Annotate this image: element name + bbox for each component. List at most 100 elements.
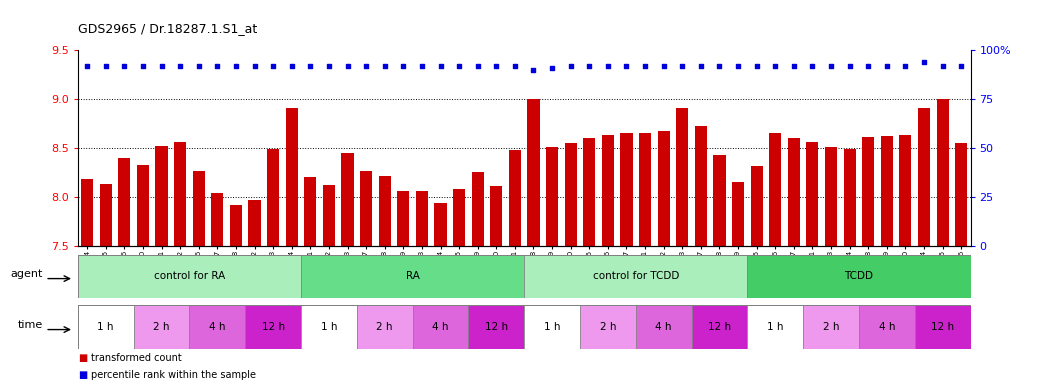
Point (655, 63, 672, 69)
Point (823, 63, 840, 69)
Bar (189, 305, 245, 349)
Bar (732, 182, 744, 246)
Bar (379, 176, 390, 246)
Point (619, 63, 635, 69)
Bar (416, 191, 428, 246)
Bar (304, 177, 317, 246)
Point (804, 63, 821, 69)
Text: RA: RA (406, 271, 419, 281)
Bar (936, 99, 949, 246)
Text: 2 h: 2 h (154, 322, 170, 333)
Text: 12 h: 12 h (931, 322, 954, 333)
Point (916, 59, 932, 65)
Text: 1 h: 1 h (98, 322, 114, 333)
Bar (769, 133, 782, 246)
Bar (78, 255, 301, 298)
Bar (527, 99, 540, 246)
Bar (914, 305, 971, 349)
Text: percentile rank within the sample: percentile rank within the sample (91, 370, 256, 380)
Bar (859, 305, 914, 349)
Bar (118, 158, 131, 246)
Bar (137, 166, 149, 246)
Point (302, 63, 319, 69)
Point (748, 63, 765, 69)
Bar (635, 305, 691, 349)
Bar (134, 305, 189, 349)
Text: 12 h: 12 h (708, 322, 731, 333)
Point (321, 63, 337, 69)
Bar (844, 149, 855, 246)
Point (786, 63, 802, 69)
Text: GDS2965 / Dr.18287.1.S1_at: GDS2965 / Dr.18287.1.S1_at (78, 22, 257, 35)
Bar (81, 179, 93, 246)
Bar (918, 108, 930, 246)
Bar (212, 193, 223, 246)
Point (79, 63, 95, 69)
Bar (747, 255, 971, 298)
Bar (621, 133, 632, 246)
Bar (248, 200, 261, 246)
Text: 4 h: 4 h (432, 322, 448, 333)
Bar (565, 143, 577, 246)
Point (358, 63, 375, 69)
Bar (747, 305, 803, 349)
Bar (803, 305, 859, 349)
Text: agent: agent (10, 269, 43, 280)
Point (934, 63, 951, 69)
Text: 1 h: 1 h (544, 322, 561, 333)
Point (469, 63, 486, 69)
Text: 1 h: 1 h (321, 322, 337, 333)
Text: 2 h: 2 h (377, 322, 393, 333)
Bar (694, 126, 707, 246)
Bar (301, 305, 357, 349)
Text: 2 h: 2 h (600, 322, 617, 333)
Point (98, 63, 114, 69)
Bar (398, 191, 409, 246)
Point (135, 63, 152, 69)
Bar (899, 135, 911, 246)
Point (878, 63, 895, 69)
Point (283, 63, 300, 69)
Bar (658, 131, 670, 246)
Bar (524, 255, 747, 298)
Point (227, 63, 244, 69)
Bar (583, 138, 596, 246)
Bar (285, 108, 298, 246)
Point (859, 63, 876, 69)
Text: 4 h: 4 h (209, 322, 225, 333)
Text: control for RA: control for RA (154, 271, 225, 281)
Text: 4 h: 4 h (655, 322, 672, 333)
Bar (413, 305, 468, 349)
Bar (357, 305, 413, 349)
Bar (546, 147, 558, 246)
Bar (788, 138, 800, 246)
Bar (323, 185, 335, 246)
Text: 12 h: 12 h (485, 322, 508, 333)
Point (395, 63, 412, 69)
Text: time: time (18, 320, 43, 330)
Bar (639, 133, 651, 246)
Bar (602, 135, 613, 246)
Point (450, 63, 467, 69)
Point (953, 63, 969, 69)
Point (413, 63, 430, 69)
Bar (78, 305, 134, 349)
Point (563, 63, 579, 69)
Point (377, 63, 393, 69)
Point (116, 63, 133, 69)
Text: control for TCDD: control for TCDD (593, 271, 679, 281)
Point (636, 63, 653, 69)
Bar (691, 305, 747, 349)
Bar (360, 171, 373, 246)
Point (711, 63, 728, 69)
Bar (468, 305, 524, 349)
Bar (825, 147, 837, 246)
Text: transformed count: transformed count (91, 353, 182, 363)
Text: 1 h: 1 h (767, 322, 784, 333)
Bar (301, 255, 524, 298)
Point (767, 63, 784, 69)
Text: 12 h: 12 h (262, 322, 284, 333)
Point (190, 63, 207, 69)
Point (488, 63, 504, 69)
Point (246, 63, 263, 69)
